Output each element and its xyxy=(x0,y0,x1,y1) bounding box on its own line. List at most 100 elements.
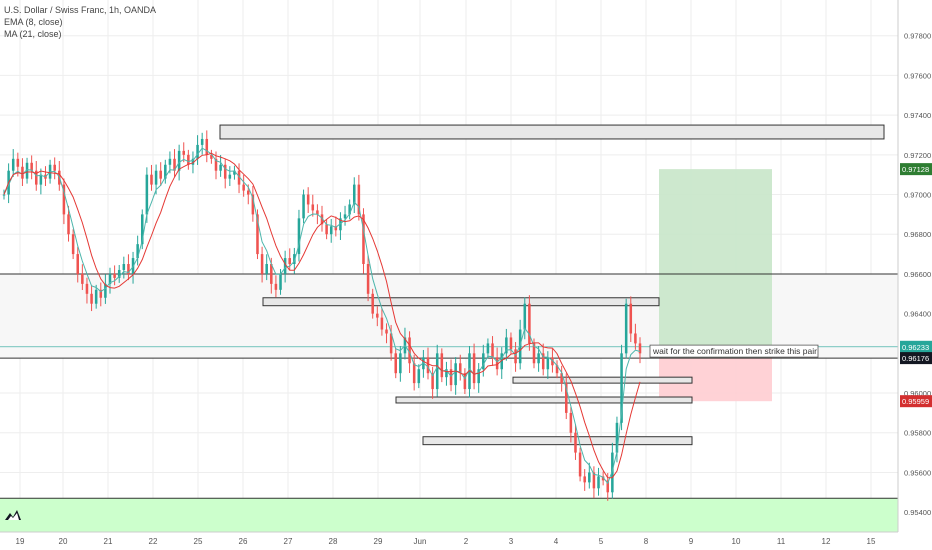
drawn-rectangle[interactable] xyxy=(422,436,693,446)
time-tick-label: 4 xyxy=(554,537,559,546)
annotation-text: wait for the confirmation then strike th… xyxy=(652,346,817,356)
candle-body xyxy=(463,373,467,390)
candle-body xyxy=(560,373,563,384)
candle-body xyxy=(578,452,582,477)
candle-body xyxy=(311,204,315,211)
candle-body xyxy=(145,174,149,215)
candle-body xyxy=(223,164,227,179)
candle-body xyxy=(329,226,333,235)
candle-body xyxy=(242,184,245,191)
candle-body xyxy=(615,422,619,453)
time-tick-label: 25 xyxy=(194,537,203,546)
candle-body xyxy=(634,333,637,344)
price-label-badge xyxy=(900,395,932,408)
candle-body xyxy=(11,158,15,171)
candle-body xyxy=(325,224,328,235)
price-tick-label: 0.97600 xyxy=(904,71,931,80)
time-tick-label: 8 xyxy=(644,537,649,546)
candle-body xyxy=(265,264,268,274)
candle-body xyxy=(293,254,296,265)
candle-body xyxy=(408,337,411,364)
candle-body xyxy=(104,283,107,298)
candle-body xyxy=(357,184,361,215)
drawn-rectangle[interactable] xyxy=(219,124,885,140)
candle-body xyxy=(279,273,282,290)
time-tick-label: 26 xyxy=(239,537,248,546)
ema-indicator-label[interactable]: EMA (8, close) xyxy=(4,17,63,27)
candle-body xyxy=(491,343,494,358)
candle-body xyxy=(150,174,153,185)
time-tick-label: 11 xyxy=(777,537,786,546)
candle-body xyxy=(592,472,596,489)
profit-target-zone[interactable] xyxy=(659,169,772,359)
candle-body xyxy=(108,273,112,284)
time-tick-label: 29 xyxy=(374,537,383,546)
price-label-text: 0.96233 xyxy=(902,343,929,352)
candle-body xyxy=(555,365,559,374)
price-tick-label: 0.96400 xyxy=(904,310,931,319)
candle-body xyxy=(214,158,218,171)
candle-body xyxy=(611,452,614,493)
candle-body xyxy=(127,264,130,274)
candle-body xyxy=(302,194,305,219)
candle-body xyxy=(182,150,186,155)
candle-body xyxy=(196,144,199,159)
time-tick-label: 28 xyxy=(329,537,338,546)
candle-body xyxy=(394,353,398,374)
candle-body xyxy=(583,476,586,483)
candle-body xyxy=(380,317,384,330)
ma-indicator-label[interactable]: MA (21, close) xyxy=(4,29,62,39)
candle-body xyxy=(541,353,545,370)
candle-body xyxy=(551,357,554,366)
price-tick-label: 0.95800 xyxy=(904,429,931,438)
candle-body xyxy=(85,283,89,294)
candle-body xyxy=(154,170,158,185)
price-tick-label: 0.97200 xyxy=(904,151,931,160)
candle-body xyxy=(435,353,439,390)
time-tick-label: 9 xyxy=(689,537,694,546)
time-axis[interactable] xyxy=(0,532,932,550)
candle-body xyxy=(274,283,278,290)
candle-body xyxy=(256,214,259,255)
price-tick-label: 0.97400 xyxy=(904,111,931,120)
drawn-rectangle[interactable] xyxy=(262,297,660,307)
price-axis[interactable] xyxy=(898,0,932,550)
candle-body xyxy=(173,158,176,171)
candle-body xyxy=(348,204,351,215)
candle-body xyxy=(500,353,504,370)
candle-body xyxy=(445,369,448,378)
candle-body xyxy=(16,158,20,167)
price-tick-label: 0.96000 xyxy=(904,389,931,398)
candle-body xyxy=(486,343,490,354)
candle-body xyxy=(629,303,633,334)
drawn-rectangle[interactable] xyxy=(395,396,693,404)
ma-line xyxy=(3,152,641,479)
time-tick-label: 12 xyxy=(822,537,831,546)
candle-body xyxy=(537,353,540,364)
candle-body xyxy=(477,369,480,384)
time-tick-label: 19 xyxy=(16,537,25,546)
candle-body xyxy=(122,264,126,270)
candle-body xyxy=(389,333,393,354)
candle-body xyxy=(509,337,513,350)
candle-body xyxy=(574,432,577,453)
candle-body xyxy=(399,353,402,374)
candle-body xyxy=(482,353,485,370)
time-tick-label: 20 xyxy=(59,537,68,546)
drawn-rectangle[interactable] xyxy=(512,376,693,384)
candle-body xyxy=(117,269,121,278)
candle-body xyxy=(76,254,80,274)
time-tick-label: Jun xyxy=(414,537,427,546)
candle-body xyxy=(362,214,365,265)
ema-line xyxy=(3,147,641,485)
annotation-box[interactable] xyxy=(649,344,819,358)
price-label-badge xyxy=(900,352,932,365)
time-tick-label: 15 xyxy=(867,537,876,546)
candle-body xyxy=(159,170,162,179)
candle-body xyxy=(449,369,453,386)
time-tick-label: 3 xyxy=(509,537,514,546)
candle-body xyxy=(546,357,550,370)
time-tick-label: 2 xyxy=(464,537,469,546)
